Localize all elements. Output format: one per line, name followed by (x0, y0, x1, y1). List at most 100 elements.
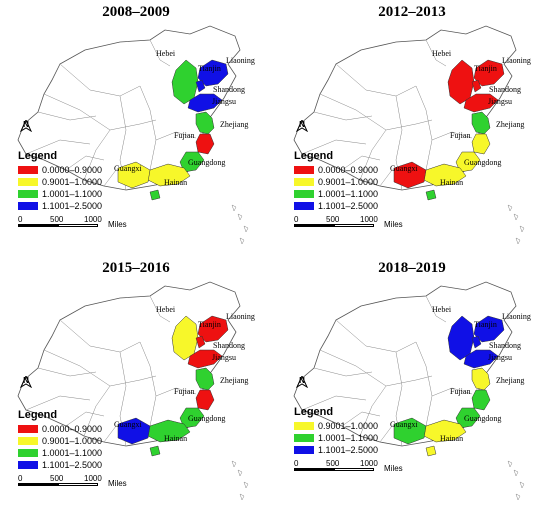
region-guangxi (393, 417, 427, 445)
region-liaoning (197, 59, 229, 87)
map-canvas (293, 25, 525, 245)
map-canvas (17, 281, 249, 501)
island-mark (515, 493, 521, 501)
province-border (341, 411, 381, 427)
legend-swatch (294, 166, 314, 174)
province-label-hebei: Hebei (432, 49, 452, 58)
province-border (139, 341, 157, 427)
legend-item: 1.0001–1.1000 (18, 448, 102, 458)
region-hainan (149, 189, 161, 201)
legend-item: 1.1001–2.5000 (294, 445, 378, 455)
map-title: 2018–2019 (378, 260, 446, 276)
scale-tick: 500 (326, 459, 340, 468)
province-border (425, 39, 447, 67)
province-label-jiangsu: Jiangsu (488, 353, 512, 362)
legend-swatch (294, 202, 314, 210)
province-border (415, 119, 433, 125)
legend-item: 0.9001–1.0000 (294, 177, 378, 187)
map-title: 2008–2009 (102, 4, 170, 20)
legend-swatch (294, 446, 314, 454)
province-border (65, 155, 105, 171)
legend-swatch (18, 461, 38, 469)
scale-tick: 0 (294, 459, 299, 468)
island-mark (239, 493, 245, 501)
scale-unit: Miles (384, 464, 403, 473)
province-border (37, 367, 97, 377)
province-label-shandong: Shandong (213, 85, 245, 94)
province-border (155, 387, 197, 397)
legend-label: 0.9001–1.0000 (42, 177, 103, 187)
province-border (83, 385, 111, 437)
scale-segment (334, 468, 374, 471)
legend-label: 0.9001–1.0000 (42, 436, 103, 446)
province-label-tianjin: Tianjin (474, 64, 497, 73)
island-mark (513, 213, 519, 221)
legend-label: 1.0001–1.1000 (318, 189, 379, 199)
region-guangxi (117, 161, 151, 189)
north-arrow-icon: N (296, 120, 308, 132)
scale-bar: 0 500 1000 Miles (18, 474, 127, 490)
province-border (313, 111, 373, 121)
island-mark (519, 481, 525, 489)
region-guangdong (147, 419, 191, 443)
region-fujian (455, 151, 481, 173)
map-panel-2015-2016: 2015–2016 Hebei Tianjin Liaoning Shandong Jia… (0, 256, 272, 509)
legend-item: 1.1001–2.5000 (18, 201, 102, 211)
island-mark (507, 460, 513, 468)
island-mark (237, 213, 243, 221)
north-letter: N (23, 376, 29, 385)
north-arrow-icon: N (296, 376, 308, 388)
scale-tick: 0 (294, 215, 299, 224)
legend-label: 1.1001–2.5000 (318, 445, 379, 455)
legend-swatch (18, 178, 38, 186)
province-label-guangdong: Guangdong (188, 414, 226, 423)
legend-item: 1.0001–1.1000 (294, 433, 378, 443)
scale-tick: 500 (326, 215, 340, 224)
region-shandong (187, 93, 223, 113)
province-label-fujian: Fujian (450, 387, 471, 396)
province-border (25, 395, 91, 411)
region-guangxi (393, 161, 427, 189)
province-label-hainan: Hainan (164, 178, 188, 187)
island-mark (519, 225, 525, 233)
province-border (359, 129, 387, 181)
legend-item: 0.0000–0.9000 (294, 165, 378, 175)
legend-label: 0.0000–0.9000 (42, 165, 103, 175)
legend-swatch (18, 190, 38, 198)
scale-unit: Miles (108, 479, 127, 488)
province-label-tianjin: Tianjin (474, 320, 497, 329)
scale-tick: 1000 (84, 474, 102, 483)
scale-segment (294, 468, 334, 471)
legend-item: 0.0000–0.9000 (18, 165, 102, 175)
province-label-zhejiang: Zhejiang (220, 120, 249, 129)
region-zhejiang (195, 389, 215, 411)
province-border (37, 111, 97, 121)
scale-tick: 500 (50, 474, 64, 483)
island-mark (237, 469, 243, 477)
region-liaoning (473, 315, 505, 343)
province-label-hebei: Hebei (156, 305, 176, 314)
province-label-zhejiang: Zhejiang (220, 376, 249, 385)
legend-label: 0.0000–0.9000 (42, 424, 103, 434)
province-label-guangdong: Guangdong (464, 414, 502, 423)
province-label-shandong: Shandong (489, 341, 521, 350)
province-border (319, 349, 417, 387)
legend-swatch (294, 178, 314, 186)
legend-swatch (18, 437, 38, 445)
legend-item: 0.0000–0.9000 (18, 424, 102, 434)
legend-title: Legend (294, 406, 334, 418)
province-border (59, 63, 141, 97)
province-border (59, 319, 141, 353)
region-guangdong (423, 419, 467, 443)
province-border (341, 155, 381, 171)
province-label-hebei: Hebei (156, 49, 176, 58)
legend-item: 0.9001–1.0000 (18, 177, 102, 187)
legend-swatch (18, 449, 38, 457)
province-border (139, 119, 157, 125)
region-guangdong (147, 163, 191, 187)
province-border (301, 139, 367, 155)
region-zhejiang (471, 133, 491, 155)
province-border (313, 367, 373, 377)
province-border (65, 411, 105, 427)
legend-title: Legend (18, 150, 58, 162)
